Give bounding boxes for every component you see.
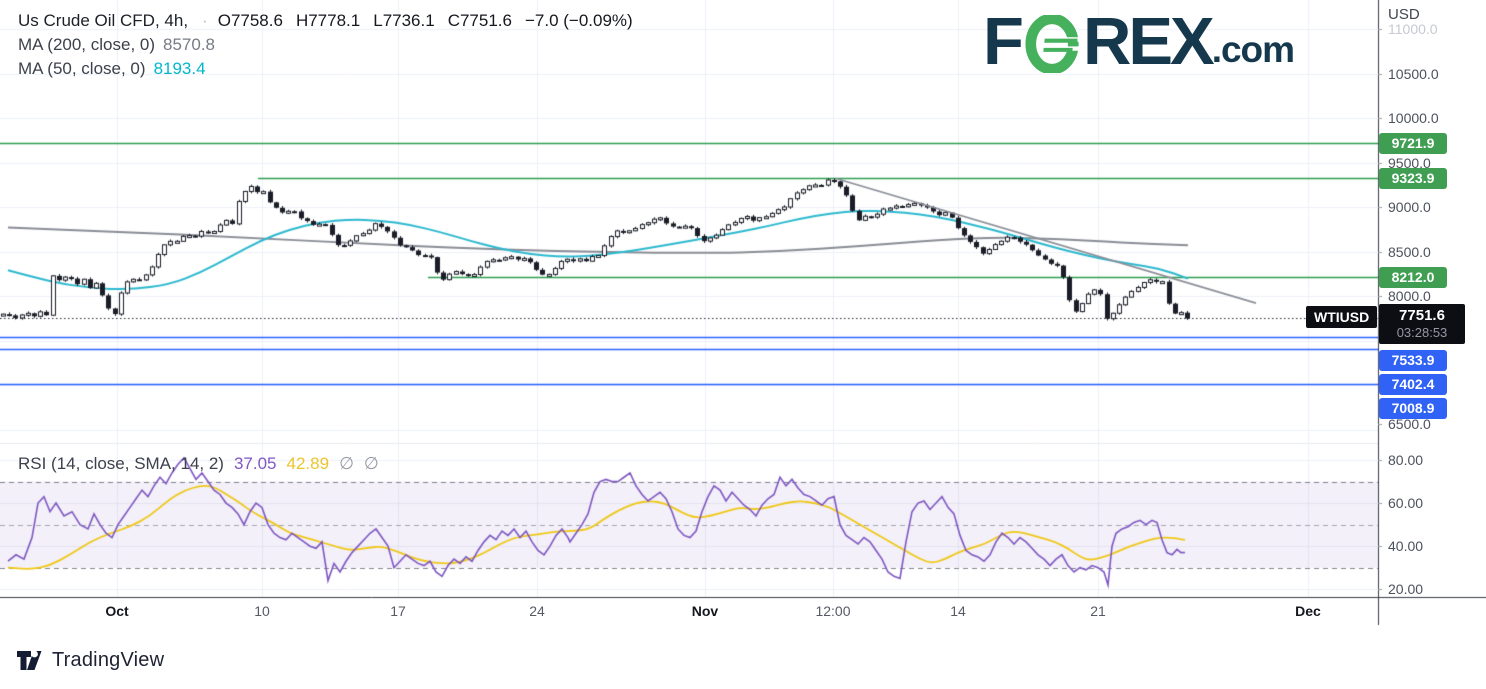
ma200-legend-row[interactable]: MA (200, close, 0) 8570.8 [18, 34, 646, 58]
price-axis-tick: 9500.0 [1388, 154, 1431, 171]
change-value: −7.0 (−0.09%) [524, 11, 633, 30]
current-price-badge: 7751.6 03:28:53 [1379, 304, 1465, 344]
resistance-level-badge: 9721.9 [1379, 132, 1447, 154]
rsi-hidden-value-icon: ∅ [363, 454, 379, 473]
ma50-label: MA (50, close, 0) [18, 59, 146, 78]
ma200-value: 8570.8 [163, 35, 216, 54]
resistance-level-badge: 8212.0 [1379, 267, 1447, 289]
support-level-badge: 7402.4 [1379, 374, 1447, 395]
price-axis-tick: 8000.0 [1388, 288, 1431, 304]
rsi-axis-tick: 20.00 [1388, 581, 1424, 598]
time-axis-tick: 21 [1090, 603, 1106, 619]
ma50-legend-row[interactable]: MA (50, close, 0) 8193.4 [18, 58, 646, 82]
time-axis-tick: Dec [1295, 603, 1321, 619]
current-price-value: 7751.6 [1399, 307, 1445, 324]
forex-logo-f: F [983, 4, 1024, 79]
time-axis-tick: 12:00 [815, 603, 851, 619]
chart-legend: Us Crude Oil CFD, 4h, · O7758.6 H7778.1 L773… [18, 10, 646, 82]
time-axis-tick: Oct [105, 603, 129, 619]
low-value: L7736.1 [373, 11, 435, 30]
price-axis-tick: 10000.0 [1388, 110, 1439, 126]
tradingview-logo-icon [17, 650, 42, 670]
time-axis-tick: 10 [254, 603, 270, 619]
euro-ring-icon [1025, 15, 1082, 73]
rsi-sma-value: 42.89 [286, 454, 330, 473]
symbol-price-tag: WTIUSD [1306, 306, 1378, 328]
support-level-badge: 7533.9 [1379, 350, 1447, 371]
rsi-hidden-value-icon: ∅ [339, 454, 354, 473]
bar-countdown-timer: 03:28:53 [1396, 325, 1448, 340]
time-axis-tick: Nov [691, 603, 719, 619]
rsi-axis-tick: 60.00 [1388, 495, 1424, 512]
price-axis-tick: 8500.0 [1388, 243, 1431, 260]
symbol-legend-row[interactable]: Us Crude Oil CFD, 4h, · O7758.6 H7778.1 L773… [18, 10, 646, 34]
tradingview-brand-text: TradingView [52, 649, 165, 671]
rsi-axis-tick: 40.00 [1388, 538, 1424, 555]
axis-currency-label: USD [1388, 6, 1420, 23]
symbol-title: Us Crude Oil CFD, 4h, [18, 11, 189, 30]
rsi-label: RSI (14, close, SMA, 14, 2) [18, 454, 224, 473]
time-axis-tick: 17 [390, 603, 406, 619]
high-value: H7778.1 [295, 11, 361, 30]
forex-logo-com: .com [1211, 29, 1295, 70]
tradingview-attribution[interactable]: TradingView [16, 648, 164, 673]
legend-separator-dot: · [202, 11, 208, 30]
support-level-badge: 7008.9 [1379, 398, 1447, 419]
time-axis-tick: 14 [950, 603, 966, 619]
time-axis-tick: 24 [529, 603, 545, 619]
forex-com-logo: F REX .com [983, 4, 1295, 79]
price-axis-tick: 10500.0 [1388, 65, 1439, 82]
rsi-legend-row[interactable]: RSI (14, close, SMA, 14, 2) 37.05 42.89 ∅ ∅ [18, 454, 379, 474]
price-axis-tick: 11000.0 [1388, 21, 1438, 37]
close-value: C7751.6 [447, 11, 512, 30]
price-axis-tick: 9000.0 [1388, 199, 1431, 215]
forex-logo-rex: REX [1082, 4, 1215, 79]
resistance-level-badge: 9323.9 [1379, 168, 1447, 190]
rsi-value: 37.05 [233, 454, 277, 473]
ma200-label: MA (200, close, 0) [18, 35, 156, 54]
rsi-axis-tick: 80.00 [1388, 452, 1424, 468]
ma50-value: 8193.4 [153, 59, 206, 78]
open-value: O7758.6 [217, 11, 283, 30]
ohlc-values: O7758.6 H7778.1 L7736.1 C7751.6 −7.0 (−0.09%… [218, 11, 646, 30]
price-axis-tick: 6500.0 [1388, 416, 1431, 432]
